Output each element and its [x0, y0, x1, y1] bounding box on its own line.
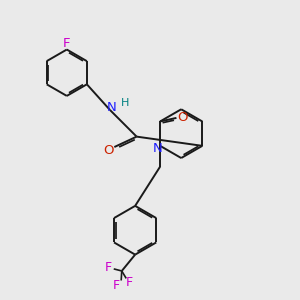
- Text: N: N: [107, 101, 117, 114]
- Text: O: O: [103, 143, 114, 157]
- Text: F: F: [126, 276, 133, 290]
- Text: H: H: [121, 98, 130, 108]
- Text: O: O: [178, 111, 188, 124]
- Text: F: F: [63, 37, 70, 50]
- Text: F: F: [112, 279, 119, 292]
- Text: N: N: [152, 142, 162, 155]
- Text: F: F: [105, 262, 112, 275]
